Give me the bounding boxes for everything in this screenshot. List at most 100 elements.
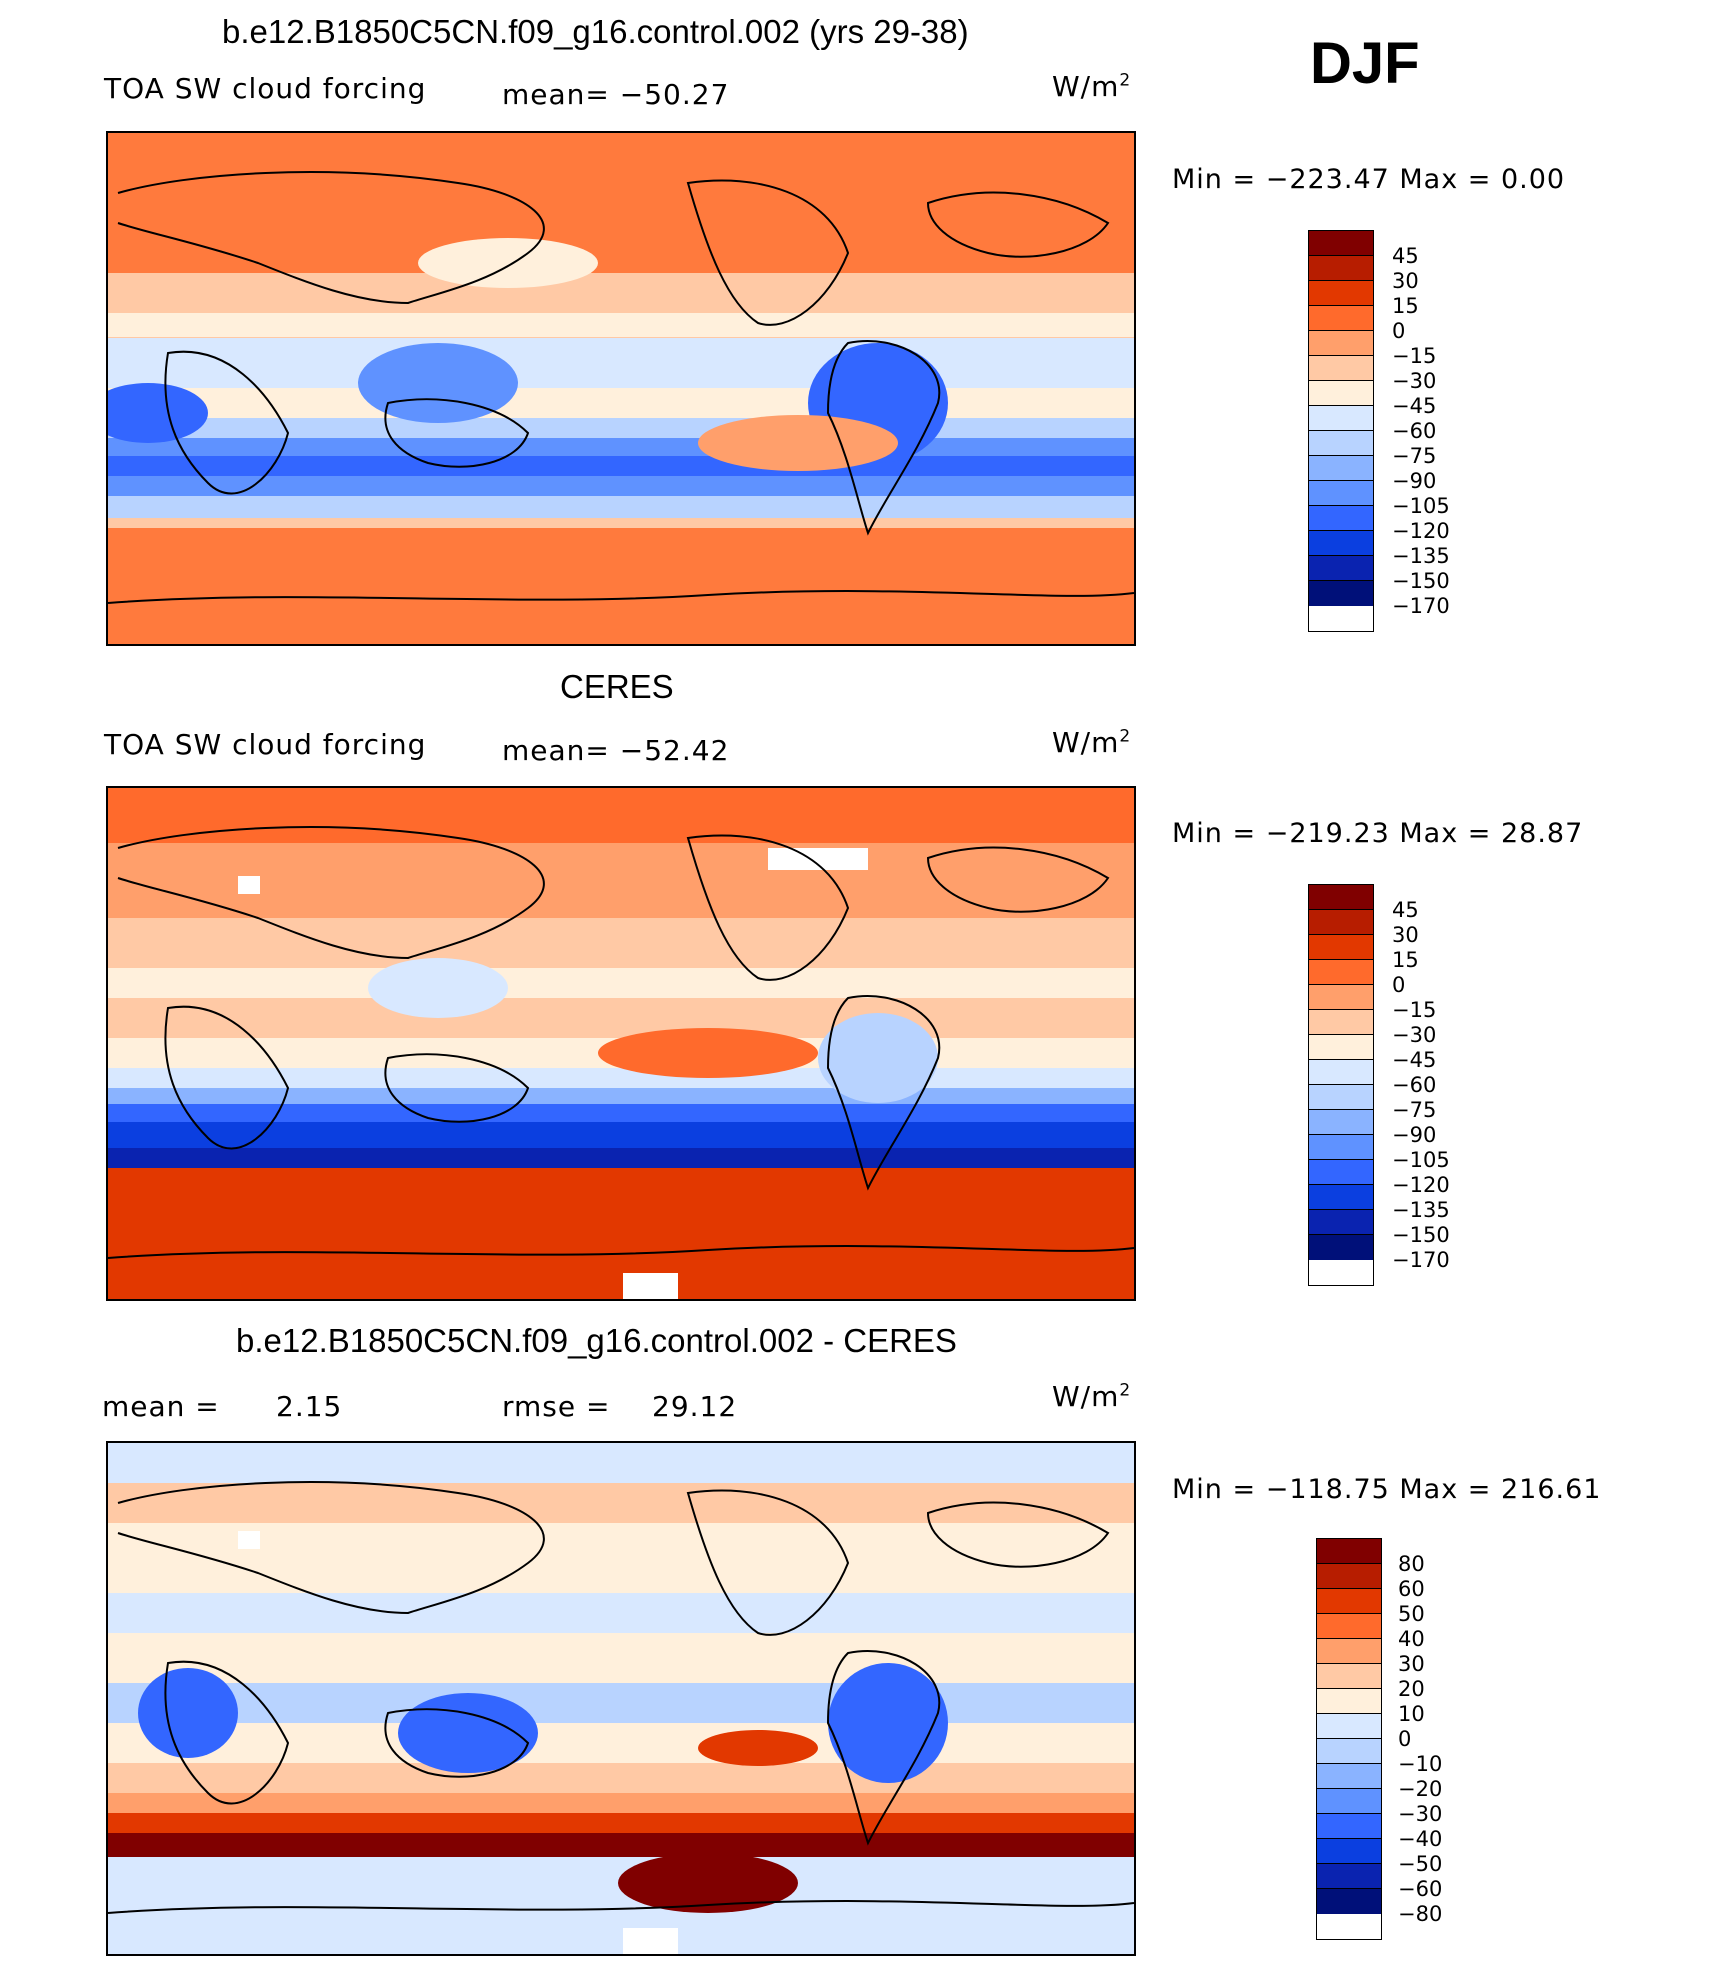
panel-3-colorbar-swatch <box>1317 1589 1381 1614</box>
convection-region-maritime <box>358 343 518 423</box>
colorbar-tick-label: −45 <box>1392 394 1437 418</box>
colorbar-tick-label: −170 <box>1392 1248 1450 1272</box>
panel-3-colorbar-swatch <box>1317 1614 1381 1639</box>
panel-2-units: W/m2 <box>1052 726 1132 759</box>
panel-1-colorbar-swatch <box>1309 581 1373 606</box>
panel-3-colorbar-swatch <box>1317 1814 1381 1839</box>
panel-3-colorbar-swatch <box>1317 1839 1381 1864</box>
panel-2-colorbar-swatch <box>1309 1185 1373 1210</box>
colorbar-tick-label: 15 <box>1392 948 1419 972</box>
map-band <box>108 1833 1134 1857</box>
stratocumulus-region <box>598 1028 818 1078</box>
panel-3-map <box>106 1441 1136 1956</box>
missing-data <box>623 1928 678 1954</box>
colorbar-tick-label: 45 <box>1392 898 1419 922</box>
panel-2-colorbar-swatch <box>1309 985 1373 1010</box>
colorbar-tick-label: −150 <box>1392 569 1450 593</box>
missing-data <box>238 1531 260 1549</box>
colorbar-tick-label: −170 <box>1392 594 1450 618</box>
panel-3-mean-label: mean = <box>102 1390 220 1423</box>
colorbar-tick-label: −90 <box>1392 1123 1437 1147</box>
colorbar-tick-label: −10 <box>1398 1752 1443 1776</box>
panel-3-colorbar <box>1316 1538 1382 1940</box>
panel-3-colorbar-swatch <box>1317 1764 1381 1789</box>
panel-1-colorbar-swatch <box>1309 531 1373 556</box>
map-band <box>108 438 1134 456</box>
panel-2-colorbar-swatch <box>1309 1035 1373 1060</box>
panel-3-colorbar-swatch <box>1317 1639 1381 1664</box>
panel-1-colorbar-swatch <box>1309 556 1373 581</box>
colorbar-tick-label: 50 <box>1398 1602 1425 1626</box>
panel-2-colorbar-swatch <box>1309 1085 1373 1110</box>
map-band <box>108 1068 1134 1088</box>
convection-region-africa <box>108 383 208 443</box>
panel-1-colorbar-swatch <box>1309 231 1373 256</box>
panel-3-colorbar-swatch <box>1317 1689 1381 1714</box>
panel-2-colorbar-swatch <box>1309 885 1373 910</box>
panel-1-variable: TOA SW cloud forcing <box>104 72 427 105</box>
panel-2-colorbar-swatch <box>1309 1210 1373 1235</box>
map-band <box>108 968 1134 998</box>
panel-2-map <box>106 786 1136 1301</box>
map-band <box>108 1593 1134 1633</box>
panel-2-colorbar-swatch <box>1309 1135 1373 1160</box>
colorbar-tick-label: −105 <box>1392 1148 1450 1172</box>
colorbar-tick-label: 0 <box>1392 319 1406 343</box>
map-band <box>108 388 1134 418</box>
panel-3-colorbar-swatch <box>1317 1539 1381 1564</box>
panel-3-colorbar-swatch <box>1317 1714 1381 1739</box>
map-band <box>108 418 1134 438</box>
colorbar-tick-label: −90 <box>1392 469 1437 493</box>
stratocumulus-region <box>698 415 898 471</box>
coastlines <box>108 1481 1134 1914</box>
colorbar-tick-label: 30 <box>1392 923 1419 947</box>
colorbar-tick-label: −45 <box>1392 1048 1437 1072</box>
colorbar-tick-label: −135 <box>1392 544 1450 568</box>
colorbar-tick-label: −30 <box>1398 1802 1443 1826</box>
map-feature <box>418 238 598 288</box>
map-band <box>108 456 1134 476</box>
panel-2-colorbar-swatch <box>1309 1110 1373 1135</box>
panel-3-colorbar-swatch <box>1317 1889 1381 1914</box>
colorbar-tick-label: −15 <box>1392 344 1437 368</box>
panel-1-colorbar-swatch <box>1309 456 1373 481</box>
panel-1-units: W/m2 <box>1052 70 1132 103</box>
colorbar-tick-label: −60 <box>1392 419 1437 443</box>
panel-2-colorbar-swatch <box>1309 1010 1373 1035</box>
map-band <box>108 1793 1134 1813</box>
map-band <box>108 918 1134 968</box>
season-label: DJF <box>1310 31 1420 96</box>
panel-2-map-plot <box>108 788 1134 1299</box>
colorbar-tick-label: −80 <box>1398 1902 1443 1926</box>
map-band <box>108 1122 1134 1148</box>
panel-3-units: W/m2 <box>1052 1380 1132 1413</box>
colorbar-tick-label: 15 <box>1392 294 1419 318</box>
panel-1-colorbar-swatch <box>1309 406 1373 431</box>
map-band <box>108 998 1134 1038</box>
colorbar-tick-label: −135 <box>1392 1198 1450 1222</box>
map-feature <box>818 1013 938 1103</box>
colorbar-tick-label: −30 <box>1392 369 1437 393</box>
panel-1-colorbar-swatch <box>1309 431 1373 456</box>
panel-1-map <box>106 131 1136 646</box>
map-band <box>108 496 1134 518</box>
map-band <box>108 476 1134 496</box>
missing-data <box>238 876 260 894</box>
colorbar-tick-label: −50 <box>1398 1852 1443 1876</box>
panel-1-colorbar-swatch <box>1309 381 1373 406</box>
colorbar-tick-label: −30 <box>1392 1023 1437 1047</box>
panel-2-colorbar-swatch <box>1309 1160 1373 1185</box>
panel-2-colorbar-swatch <box>1309 935 1373 960</box>
panel-1-colorbar <box>1308 230 1374 632</box>
map-band <box>108 788 1134 843</box>
panel-3-colorbar-swatch <box>1317 1739 1381 1764</box>
panel-2-colorbar-swatch <box>1309 1060 1373 1085</box>
map-band <box>108 1104 1134 1122</box>
panel-3-colorbar-swatch <box>1317 1564 1381 1589</box>
colorbar-tick-label: 45 <box>1392 244 1419 268</box>
panel-3-rmse-label: rmse = <box>502 1390 611 1423</box>
missing-data <box>623 1273 678 1299</box>
map-band <box>108 1168 1134 1299</box>
colorbar-tick-label: 30 <box>1398 1652 1425 1676</box>
panel-2-colorbar-swatch <box>1309 960 1373 985</box>
